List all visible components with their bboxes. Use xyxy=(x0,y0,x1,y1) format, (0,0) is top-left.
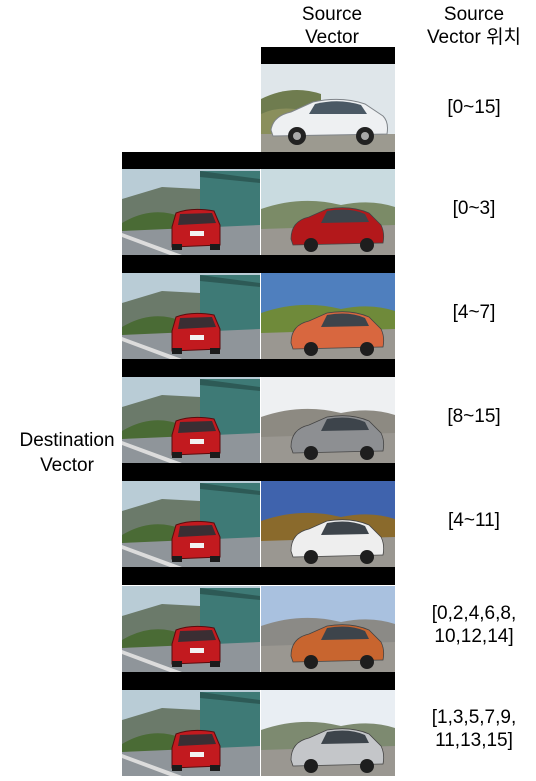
source-image-letterbox-top xyxy=(261,47,395,64)
top-row-range-label: [0~15] xyxy=(412,96,536,119)
destination-vector-image xyxy=(122,690,260,776)
position-header-line1: Source xyxy=(443,4,505,25)
row-separator-letterbox xyxy=(122,672,395,690)
row-range-label: [4~11] xyxy=(412,509,536,532)
range-text: [0,2,4,6,8, xyxy=(431,603,517,624)
result-image xyxy=(261,481,395,567)
result-image xyxy=(261,273,395,359)
destination-vector-image xyxy=(122,169,260,255)
source-car-shape xyxy=(270,98,388,145)
source-vector-header: Source Vector xyxy=(262,3,402,49)
destination-vector-label: Destination Vector xyxy=(8,428,126,478)
destination-label-line1: Destination xyxy=(19,430,115,451)
destination-vector-image xyxy=(122,273,260,359)
range-text: [4~7] xyxy=(452,301,496,323)
row-separator-letterbox xyxy=(122,255,395,273)
range-text: [0~3] xyxy=(452,197,496,219)
row-separator-letterbox xyxy=(122,359,395,377)
destination-label-line2: Vector xyxy=(40,455,94,476)
source-vector-image xyxy=(261,64,395,152)
destination-vector-image xyxy=(122,377,260,463)
range-text: [4~11] xyxy=(448,509,500,531)
source-vector-header-line2: Vector xyxy=(305,27,359,48)
result-image xyxy=(261,169,395,255)
range-text: 11,13,15] xyxy=(435,730,513,751)
source-vector-header-line1: Source xyxy=(301,4,363,25)
row-range-label: [1,3,5,7,9, 11,13,15] xyxy=(412,706,536,752)
destination-vector-image xyxy=(122,586,260,672)
row-separator-letterbox xyxy=(122,567,395,585)
result-image xyxy=(261,377,395,463)
result-image xyxy=(261,586,395,672)
range-text: [1,3,5,7,9, xyxy=(431,707,517,728)
row-separator-letterbox xyxy=(122,463,395,481)
range-text: 10,12,14] xyxy=(434,626,514,647)
result-image xyxy=(261,690,395,776)
row-range-label: [0,2,4,6,8, 10,12,14] xyxy=(412,602,536,648)
range-text: [0~15] xyxy=(447,97,501,118)
row-range-label: [8~15] xyxy=(412,405,536,428)
source-vector-position-header: Source Vector 위치 xyxy=(412,3,536,49)
range-text: [8~15] xyxy=(447,405,501,427)
destination-letterbox-top xyxy=(122,152,395,169)
destination-vector-image xyxy=(122,481,260,567)
row-range-label: [0~3] xyxy=(412,197,536,220)
row-range-label: [4~7] xyxy=(412,301,536,324)
position-header-line2: Vector 위치 xyxy=(426,27,522,48)
